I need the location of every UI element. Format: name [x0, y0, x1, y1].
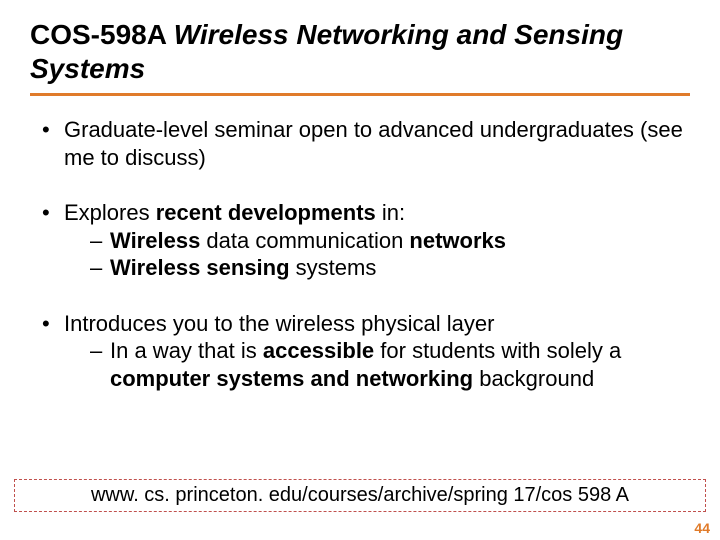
b2s2-post: systems — [290, 255, 377, 280]
course-code: COS-598A — [30, 19, 166, 50]
bullet-2-text: Explores recent developments in: – Wirel… — [64, 199, 690, 282]
b2s1: Wireless data communication networks — [110, 227, 690, 255]
b2-pre: Explores — [64, 200, 156, 225]
bullet-3-text: Introduces you to the wireless physical … — [64, 310, 690, 393]
bullet-2: • Explores recent developments in: – Wir… — [38, 199, 690, 282]
b2s1-b1: Wireless — [110, 228, 200, 253]
dash: – — [90, 337, 110, 392]
dash: – — [90, 254, 110, 282]
bullet-2-sub-2: – Wireless sensing systems — [90, 254, 690, 282]
page-number: 44 — [694, 520, 710, 536]
b2s1-b2: networks — [409, 228, 506, 253]
bullet-1-text: Graduate-level seminar open to advanced … — [64, 116, 690, 171]
bullet-1: • Graduate-level seminar open to advance… — [38, 116, 690, 171]
b2s1-mid: data communication — [200, 228, 409, 253]
b3s1-pre: In a way that is — [110, 338, 263, 363]
bullet-dot: • — [38, 199, 64, 282]
b2s2: Wireless sensing systems — [110, 254, 690, 282]
b2-post: in: — [376, 200, 405, 225]
bullet-2-sub: – Wireless data communication networks –… — [64, 227, 690, 282]
bullet-2-sub-1: – Wireless data communication networks — [90, 227, 690, 255]
b3s1-mid: for students with solely a — [374, 338, 621, 363]
b2s2-b1: Wireless sensing — [110, 255, 290, 280]
bullet-3-sub: – In a way that is accessible for studen… — [64, 337, 690, 392]
dash: – — [90, 227, 110, 255]
b3-main: Introduces you to the wireless physical … — [64, 311, 494, 336]
bullet-3-sub-1: – In a way that is accessible for studen… — [90, 337, 690, 392]
b2-bold: recent developments — [156, 200, 376, 225]
content-area: • Graduate-level seminar open to advance… — [30, 116, 690, 392]
slide-title: COS-598A Wireless Networking and Sensing… — [30, 18, 690, 93]
b3s1-b1: accessible — [263, 338, 374, 363]
url-box: www. cs. princeton. edu/courses/archive/… — [14, 479, 706, 512]
title-rule — [30, 93, 690, 96]
b3s1: In a way that is accessible for students… — [110, 337, 690, 392]
b3s1-post: background — [473, 366, 594, 391]
url-text: www. cs. princeton. edu/courses/archive/… — [91, 484, 629, 506]
bullet-dot: • — [38, 116, 64, 171]
bullet-3: • Introduces you to the wireless physica… — [38, 310, 690, 393]
bullet-dot: • — [38, 310, 64, 393]
b3s1-b2: computer systems and networking — [110, 366, 473, 391]
